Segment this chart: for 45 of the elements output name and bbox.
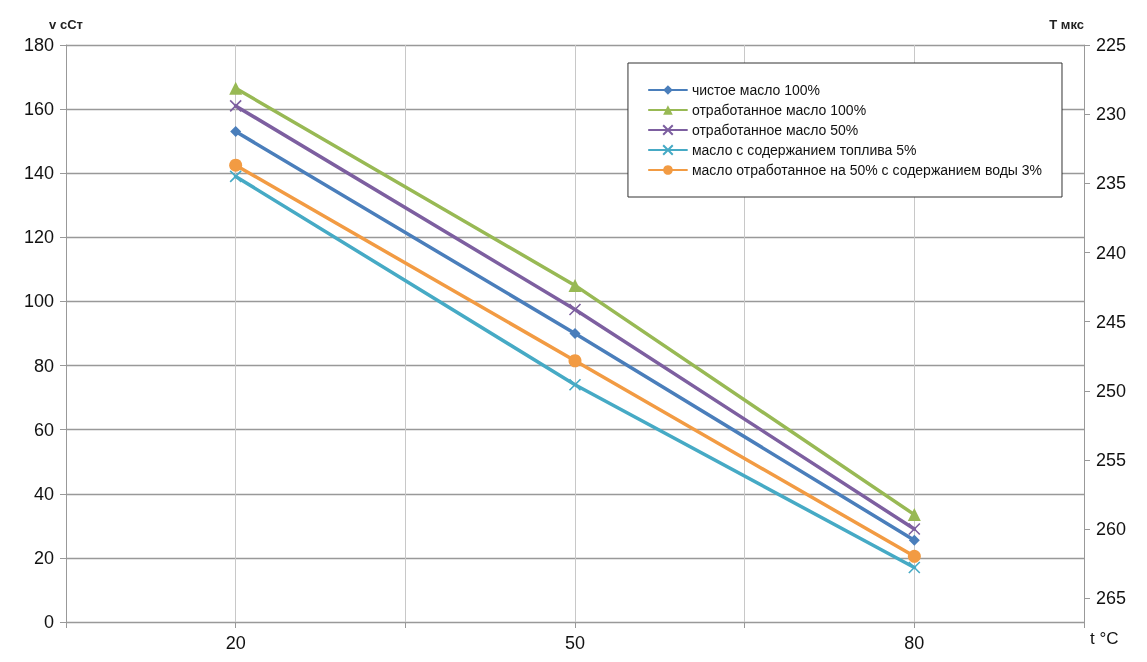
y2-tick-label: 230: [1096, 104, 1127, 125]
y2-axis-title: T мкс: [1049, 17, 1084, 32]
point: [569, 328, 581, 339]
x-tick-label: 50: [564, 633, 586, 653]
point: [568, 378, 582, 392]
point: [230, 126, 242, 138]
point: [568, 354, 582, 368]
point: [229, 170, 242, 183]
y2-tick-label: 225: [1096, 35, 1127, 55]
y-tick-label: 180: [23, 35, 54, 55]
point: [908, 522, 921, 536]
legend-label: отработанное масло 50%: [691, 122, 859, 138]
y2-tick-label: 240: [1096, 242, 1127, 263]
point: [568, 303, 582, 316]
legend-label: масло отработанное на 50% с содержанием воды 3%: [691, 162, 1043, 178]
point: [229, 158, 243, 172]
point: [229, 81, 243, 95]
point: [568, 278, 582, 292]
y2-tick-label: 260: [1096, 519, 1127, 540]
y-tick-label: 60: [33, 419, 54, 440]
point: [907, 508, 921, 522]
point: [908, 561, 921, 574]
y2-tick-label: 245: [1096, 311, 1127, 332]
legend-label: масло с содержанием топлива 5%: [691, 142, 917, 158]
y-tick-label: 80: [33, 355, 54, 376]
y-tick-label: 0: [43, 612, 54, 632]
point: [907, 549, 921, 563]
x-tick-label: 80: [904, 633, 925, 653]
point: [229, 99, 242, 113]
x-tick-label: 20: [225, 633, 246, 653]
y-tick-label: 160: [23, 99, 54, 120]
y-tick-label: 140: [23, 163, 54, 184]
y-tick-label: 120: [23, 227, 54, 248]
y2-tick-label: 255: [1096, 450, 1127, 471]
y-axis-title: v cСт: [49, 17, 83, 32]
point: [908, 534, 920, 546]
legend-label: чистое масло 100%: [691, 82, 821, 98]
y-tick-label: 20: [33, 547, 54, 568]
y2-tick-label: 265: [1096, 588, 1127, 609]
y2-tick-label: 250: [1096, 380, 1127, 401]
x-axis-title: t °C: [1090, 629, 1119, 648]
y-tick-label: 40: [33, 483, 54, 504]
y2-tick-label: 235: [1096, 173, 1127, 194]
legend-label: отработанное масло 100%: [691, 102, 867, 118]
y-tick-label: 100: [23, 291, 54, 312]
